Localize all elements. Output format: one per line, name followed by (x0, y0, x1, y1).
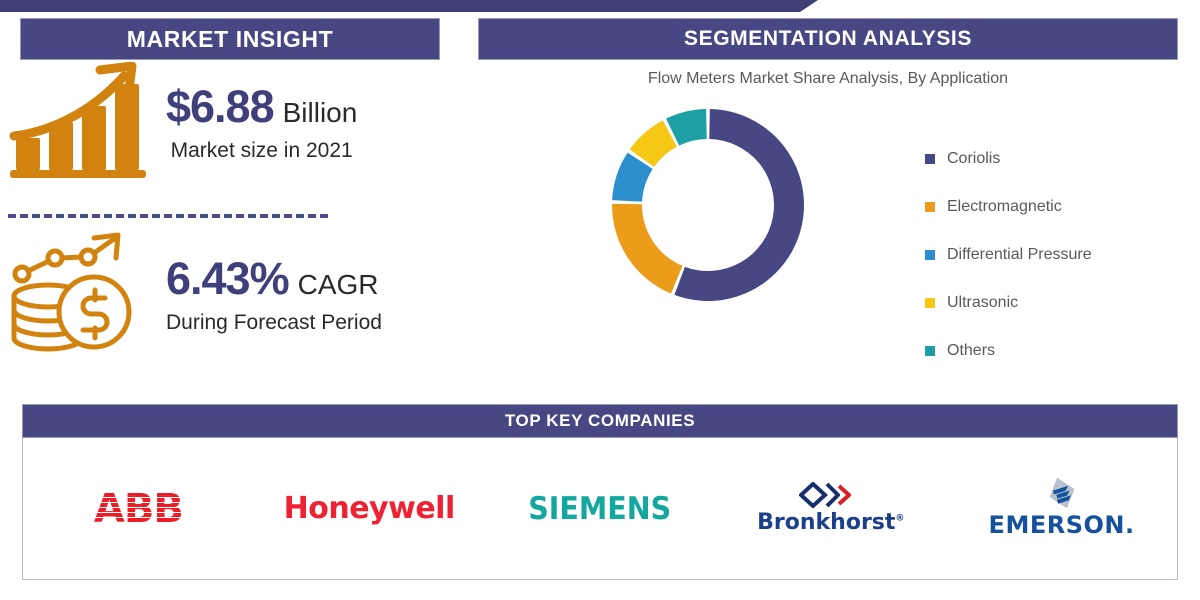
bronkhorst-diamond-arrow-icon (798, 482, 863, 508)
cagr-unit: CAGR (297, 269, 379, 300)
company-logo-abb: ABB (38, 459, 238, 559)
chart-title: Flow Meters Market Share Analysis, By Ap… (647, 70, 1009, 87)
cagr-headline: 6.43% CAGR (166, 256, 382, 301)
legend-label: Differential Pressure (947, 246, 1092, 263)
donut-slice-differential-pressure (612, 152, 653, 202)
donut-slice-others (666, 109, 707, 146)
honeywell-wordmark: Honeywell (283, 491, 456, 526)
top-key-companies-header: TOP KEY COMPANIES (22, 404, 1178, 438)
abb-wordmark: ABB (93, 485, 184, 532)
cagr-value: 6.43% (166, 253, 290, 304)
cagr-caption: During Forecast Period (166, 311, 382, 334)
coins-growth-dollar-icon (8, 232, 156, 359)
legend-swatch-icon (925, 346, 935, 356)
legend-label: Ultrasonic (947, 294, 1019, 311)
siemens-wordmark: SIEMENS (528, 490, 672, 527)
legend-item-ultrasonic: Ultrasonic (925, 279, 1175, 327)
legend-swatch-icon (925, 202, 935, 212)
market-size-value: $6.88 (166, 81, 275, 132)
bar-chart-growth-arrow-icon (8, 61, 156, 185)
donut-chart (608, 105, 808, 355)
market-insight-header: MARKET INSIGHT (20, 18, 440, 60)
legend-label: Others (947, 342, 996, 359)
emerson-diamond-icon (1045, 477, 1079, 509)
donut-slice-coriolis (674, 109, 804, 301)
legend-item-electromagnetic: Electromagnetic (925, 183, 1175, 231)
donut-slice-ultrasonic (629, 120, 677, 167)
market-size-headline: $6.88 Billion (166, 84, 357, 129)
section-divider (8, 214, 328, 218)
donut-slice-electromagnetic (612, 203, 683, 294)
company-logos-container: ABB Honeywell SIEMENS Bronkhorst® (22, 438, 1178, 580)
company-logo-bronkhorst: Bronkhorst® (731, 459, 931, 559)
legend-swatch-icon (925, 154, 935, 164)
company-logo-siemens: SIEMENS (500, 459, 700, 559)
legend-swatch-icon (925, 250, 935, 260)
segmentation-analysis-header: SEGMENTATION ANALYSIS (478, 18, 1178, 60)
market-size-text: $6.88 Billion Market size in 2021 (166, 84, 357, 163)
market-size-caption: Market size in 2021 (170, 139, 353, 162)
company-logo-honeywell: Honeywell (269, 459, 469, 559)
market-insight-panel: $6.88 Billion Market size in 2021 (0, 61, 460, 392)
market-size-unit: Billion (282, 97, 358, 128)
legend-label: Coriolis (947, 150, 1001, 167)
legend-label: Electromagnetic (947, 198, 1062, 215)
chart-legend: Coriolis Electromagnetic Differential Pres… (925, 135, 1175, 375)
cagr-stat: 6.43% CAGR During Forecast Period (8, 232, 382, 359)
market-size-stat: $6.88 Billion Market size in 2021 (8, 61, 357, 185)
top-accent-strip (0, 0, 818, 12)
legend-item-differential-pressure: Differential Pressure (925, 231, 1175, 279)
legend-item-others: Others (925, 327, 1175, 375)
cagr-text: 6.43% CAGR During Forecast Period (166, 256, 382, 335)
emerson-wordmark: EMERSON. (988, 511, 1135, 539)
bronkhorst-wordmark: Bronkhorst® (757, 510, 905, 535)
donut-chart-svg (612, 109, 804, 301)
legend-item-coriolis: Coriolis (925, 135, 1175, 183)
legend-swatch-icon (925, 298, 935, 308)
company-logo-emerson: EMERSON. (962, 459, 1162, 559)
